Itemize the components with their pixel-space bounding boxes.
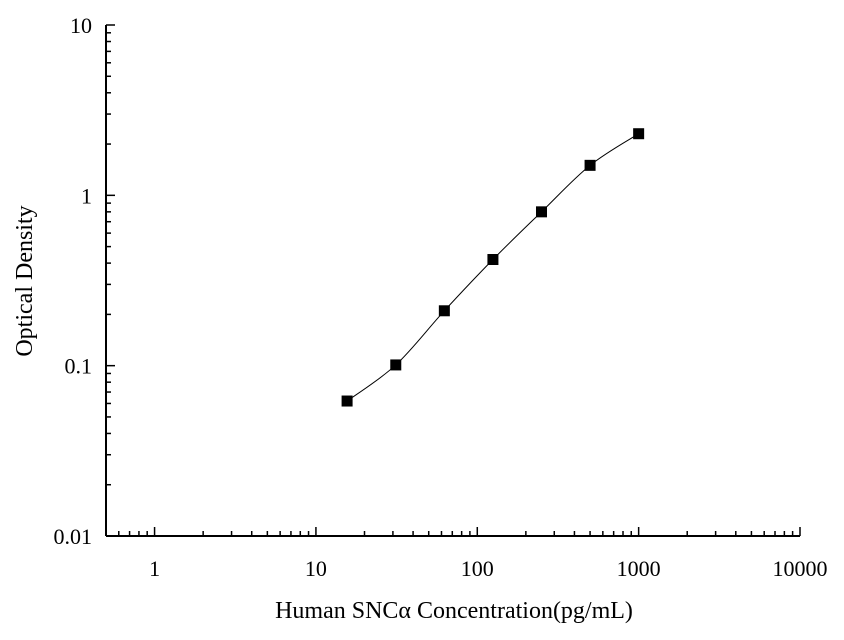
y-tick-label: 0.1 [65, 354, 93, 379]
data-point [487, 254, 499, 266]
tick-labels: 1 10 100 1000 10000 0.01 0.1 1 10 [54, 13, 828, 581]
data-point [341, 395, 353, 407]
data-point [438, 305, 450, 317]
data-point [535, 206, 547, 218]
x-tick-label: 1 [149, 556, 160, 581]
y-axis-title: Optical Density [12, 205, 38, 356]
ticks [105, 24, 801, 537]
data-point [390, 359, 402, 371]
y-tick-label: 0.01 [54, 524, 93, 549]
y-tick-label: 10 [70, 13, 92, 38]
x-tick-label: 10 [305, 556, 327, 581]
data-points [341, 128, 645, 407]
x-tick-label: 100 [461, 556, 494, 581]
data-point [633, 128, 645, 140]
data-point [584, 159, 596, 171]
x-tick-label: 1000 [617, 556, 661, 581]
axes [105, 25, 800, 537]
y-tick-label: 1 [81, 183, 92, 208]
x-axis-title: Human SNCα Concentration(pg/mL) [275, 598, 633, 624]
x-tick-label: 10000 [773, 556, 828, 581]
